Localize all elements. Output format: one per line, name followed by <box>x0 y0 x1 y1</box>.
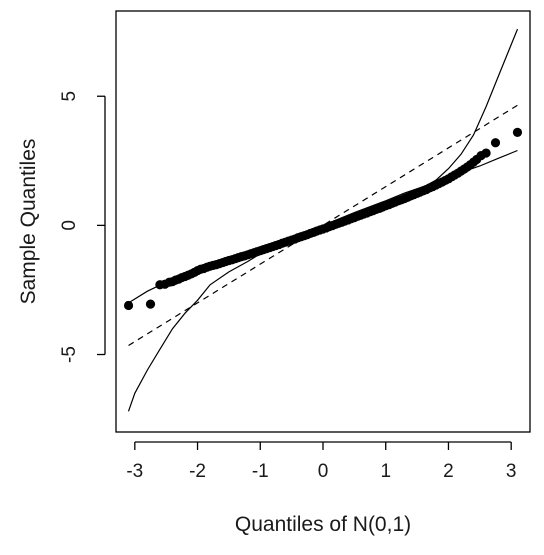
plot-frame <box>115 10 531 433</box>
y-axis-title: Sample Quantiles <box>17 139 40 305</box>
x-axis: -3 -2 -1 0 1 2 3 <box>126 441 517 482</box>
data-point <box>481 148 491 158</box>
plot-area <box>115 10 531 433</box>
y-tick-label: -5 <box>59 346 80 363</box>
y-tick-label: 5 <box>59 91 80 102</box>
y-tick-label: 0 <box>59 220 80 231</box>
x-axis-title: Quantiles of N(0,1) <box>235 513 411 536</box>
x-tick-label: -3 <box>126 461 143 482</box>
envelope-upper-line <box>128 28 519 304</box>
x-tick-label: 2 <box>443 461 454 482</box>
data-point <box>512 127 523 137</box>
x-tick-label: 3 <box>506 461 517 482</box>
x-tick-label: -2 <box>189 461 206 482</box>
x-tick-label: 0 <box>318 461 329 482</box>
data-points <box>123 127 523 311</box>
data-point <box>490 138 501 148</box>
data-point <box>123 300 134 311</box>
x-tick-label: -1 <box>252 461 269 482</box>
y-axis: -5 0 5 <box>59 91 106 363</box>
x-tick-label: 1 <box>380 461 391 482</box>
envelope-lower-line <box>127 149 518 412</box>
data-point <box>145 299 156 309</box>
